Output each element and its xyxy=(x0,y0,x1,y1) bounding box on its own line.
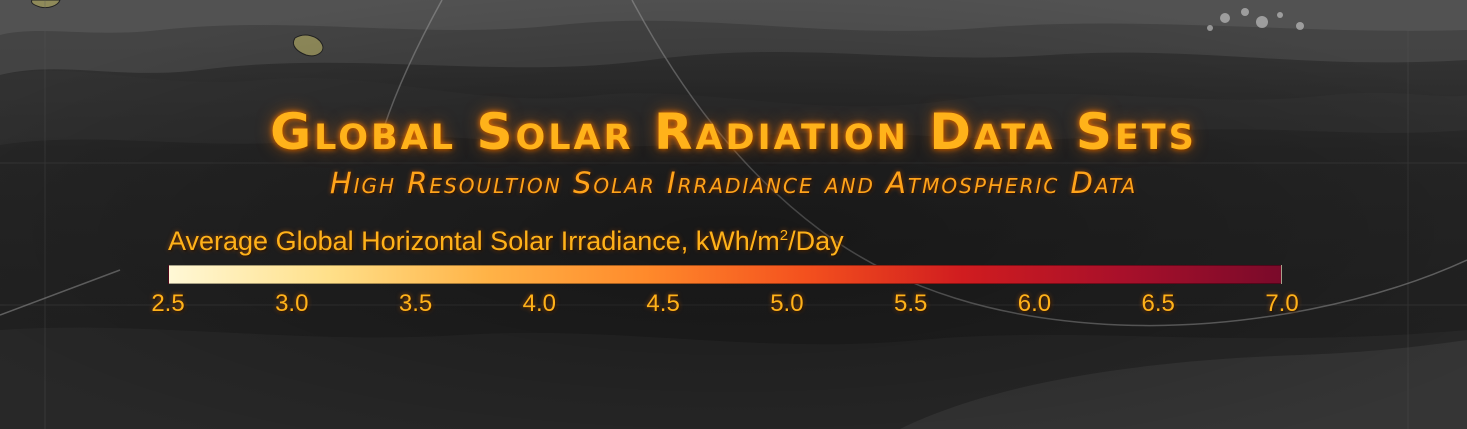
legend-tick-label: 5.5 xyxy=(893,290,928,317)
legend-label-suffix: /Day xyxy=(788,226,844,256)
legend-label: Average Global Horizontal Solar Irradian… xyxy=(168,226,844,257)
legend-label-superscript: 2 xyxy=(779,227,789,244)
page-title: Global Solar Radiation Data Sets xyxy=(270,103,1197,161)
legend-label-text: Average Global Horizontal Solar Irradian… xyxy=(168,226,780,256)
page-subtitle: High Resoultion Solar Irradiance and Atm… xyxy=(329,166,1138,200)
legend-tick-label: 7.0 xyxy=(1265,290,1299,317)
legend-tick-label: 4.5 xyxy=(646,290,680,317)
legend-tick-label: 3.5 xyxy=(398,290,433,317)
legend-colorbar xyxy=(168,265,1282,284)
legend-tick-label: 2.5 xyxy=(151,290,185,317)
legend-tick-label: 6.5 xyxy=(1141,290,1175,317)
legend-tick-label: 3.0 xyxy=(275,290,309,317)
legend-tick-label: 5.0 xyxy=(770,290,804,317)
legend-tick-label: 4.0 xyxy=(522,290,557,317)
legend-tick-label: 6.0 xyxy=(1017,290,1052,317)
